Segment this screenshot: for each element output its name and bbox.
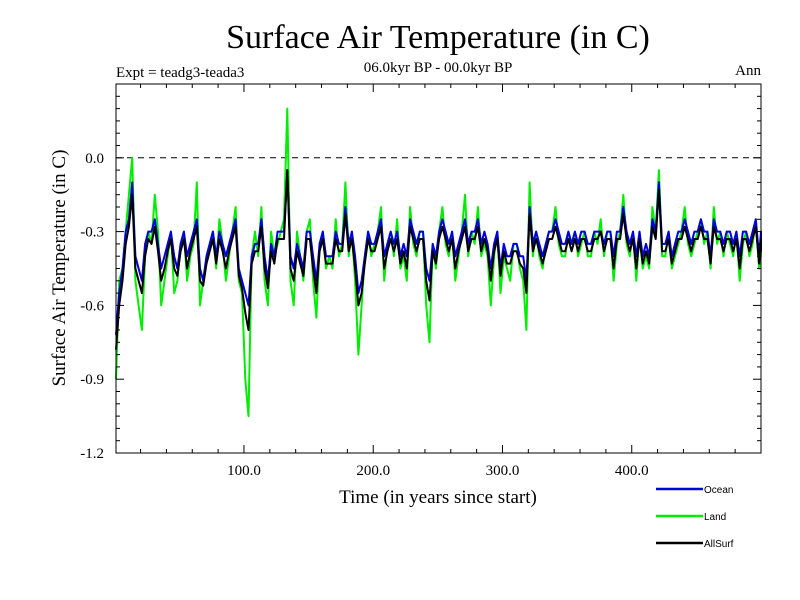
y-tick-label: -0.3 <box>80 225 104 241</box>
y-tick-label: -0.6 <box>80 298 104 314</box>
legend-label-ocean: Ocean <box>704 485 733 496</box>
plot-frame <box>115 83 762 454</box>
x-tick-label: 100.0 <box>227 463 261 479</box>
series-line-allsurf <box>115 169 762 350</box>
y-tick-label: 0.0 <box>85 151 104 167</box>
series-line-land <box>115 107 762 418</box>
y-ticks: -1.2 -0.9 -0.6 -0.3 0.0 <box>80 95 761 462</box>
legend-label-land: Land <box>704 512 726 523</box>
x-tick-label: 400.0 <box>615 463 649 479</box>
y-tick-label: -0.9 <box>80 372 104 388</box>
x-axis-label: Time (in years since start) <box>339 487 537 508</box>
season-label: Ann <box>735 63 761 79</box>
y-axis-label: Surface Air Temperature (in C) <box>49 150 70 387</box>
plot-frame-layer <box>115 83 762 454</box>
series-line-ocean <box>115 169 762 335</box>
series-layer <box>115 107 762 418</box>
experiment-label: Expt = teadg3-teada3 <box>116 65 244 81</box>
chart-title: Surface Air Temperature (in C) <box>226 19 650 56</box>
y-tick-label: -1.2 <box>80 446 104 462</box>
legend-label-allsurf: AllSurf <box>704 539 734 550</box>
chart-subtitle: 06.0kyr BP - 00.0kyr BP <box>364 60 513 76</box>
x-tick-label: 200.0 <box>356 463 390 479</box>
x-tick-label: 300.0 <box>486 463 520 479</box>
legend: Ocean Land AllSurf <box>656 485 734 550</box>
x-ticks: 100.0 200.0 300.0 400.0 <box>140 84 736 479</box>
